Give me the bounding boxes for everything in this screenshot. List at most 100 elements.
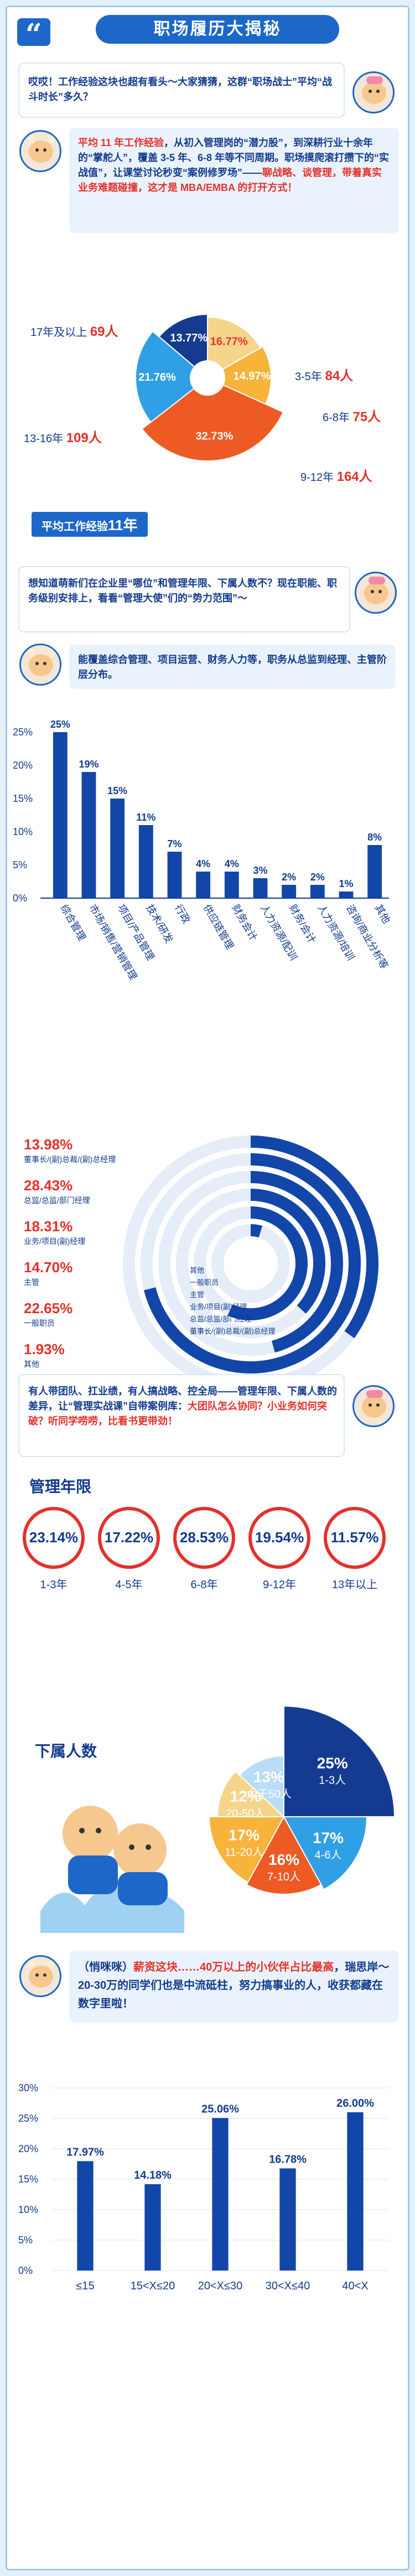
bar-value-label: 2% (310, 872, 325, 883)
exp-slice-pct-label: 32.73% (196, 430, 234, 442)
ring-arc (250, 1189, 325, 1314)
salary-bar (212, 2118, 229, 2271)
ring-arc (250, 1171, 343, 1353)
years-circle: 23.14% (23, 1507, 85, 1569)
sub-slice-pct: 17% (229, 1827, 260, 1844)
category-label: 综合管理 (58, 903, 87, 942)
years-circle: 19.54% (248, 1507, 310, 1569)
exp-slice (135, 330, 209, 423)
label-9-12: 9-12年 164人 (300, 469, 372, 484)
label-3-5: 3-5年 84人 (295, 369, 354, 383)
bar (81, 772, 96, 898)
salary-value-label: 25.06% (201, 2103, 239, 2115)
level-name: 其他 (24, 1360, 39, 1369)
sub-slice (216, 1770, 286, 1817)
bar (367, 845, 382, 898)
bar (196, 872, 211, 898)
ring-category-label: 主管 (190, 1290, 205, 1299)
header: “ 职场履历大揭秘 (7, 7, 408, 58)
sub-slice-label: 7-10人 (267, 1870, 300, 1883)
bar (53, 732, 68, 898)
level-name: 董事长/(副)总裁/(副)总经理 (24, 1155, 116, 1164)
y-tick-label: 30% (18, 2082, 38, 2093)
ring-category-label: 一般职员 (190, 1278, 219, 1287)
y-tick-label: 20% (13, 760, 33, 771)
years-pct: 17.22% (104, 1529, 154, 1546)
salary-bar (77, 2161, 94, 2271)
bar-value-label: 7% (167, 838, 181, 849)
y-tick-label: 20% (18, 2143, 38, 2154)
experience-donut-chart: 13.77% 16.77% 14.97% 32.73% 21.76% (135, 313, 284, 462)
ring-category-label: 其他 (190, 1266, 205, 1274)
avatar-girl-2 (355, 572, 397, 614)
subordinates-title: 下属人数 (35, 1743, 97, 1760)
y-tick-label: 5% (18, 2235, 33, 2246)
years-pct: 11.57% (330, 1529, 379, 1546)
avatar-boy (19, 130, 61, 172)
sub-slice-pct: 16% (268, 1851, 299, 1868)
category-label: 行政 (173, 903, 192, 925)
answer-text: 平均 11 年工作经验，从初入管理岗的“潜力股”，到深耕行业十余年的“掌舵人”，… (78, 137, 390, 193)
page-title: 职场履历大揭秘 (96, 15, 339, 44)
salary-category-label: 20<X≤30 (198, 2280, 243, 2292)
question-bubble-roles: 想知道萌新们在企业里“哪位”和管理年限、下属人数不？现在职能、职务级别安排上，看… (18, 566, 350, 633)
exp-slice (158, 313, 208, 380)
y-tick-label: 25% (13, 727, 33, 738)
ring-arc (227, 1206, 308, 1320)
level-pct: 22.65% (24, 1300, 73, 1316)
salary-value-label: 16.78% (269, 2153, 307, 2165)
category-label: 财务/会计 (287, 903, 318, 945)
level-pct: 13.98% (24, 1136, 73, 1153)
salary-value-label: 14.18% (134, 2169, 172, 2181)
level-name: 业务/项目(副)经理 (24, 1237, 86, 1246)
salary-bar (347, 2112, 364, 2271)
question-bubble-management: 有人带团队、扛业绩，有人搞战略、控全局——管理年限、下属人数的差异，让“管理实战… (18, 1374, 345, 1457)
bar (282, 885, 297, 898)
ring-arc (250, 1136, 378, 1339)
salary-category-label: ≤15 (76, 2280, 94, 2292)
cartoon-cows-illustration (40, 1806, 184, 1933)
years-circle: 11.57% (324, 1507, 386, 1569)
salary-category-label: 40<X (342, 2280, 368, 2292)
job-level-ring-chart (123, 1136, 378, 1374)
quote-mark-icon: “ (17, 18, 50, 51)
sub-slice-label: 20-50人 (226, 1807, 265, 1820)
bar-value-label: 4% (196, 858, 210, 869)
exp-slice-pct-label: 16.77% (210, 335, 248, 348)
salary-text: （悄咪咪）薪资这块……40万以上的小伙伴占比最高，瑞思岸～20-30万的同学们也… (78, 1961, 390, 2010)
answer-bubble-roles: 能覆盖综合管理、项目运营、财务人力等，职务从总监到经理、主管阶层分布。 (69, 645, 396, 689)
label-6-8: 6-8年 75人 (323, 410, 381, 424)
level-pct: 14.70% (24, 1259, 73, 1276)
years-circle: 17.22% (98, 1507, 160, 1569)
function-bar-chart: 0%5%10%15%20%25%25%综合管理19%市场/销售/营销管理15%项… (13, 719, 392, 982)
bar-value-label: 25% (50, 719, 70, 730)
sub-slice (238, 1755, 284, 1818)
ring-arc (144, 1153, 361, 1373)
sub-slice-pct: 13% (253, 1768, 284, 1785)
answer-bubble-experience: 平均 11 年工作经验，从初入管理岗的“潜力股”，到深耕行业十余年的“掌舵人”，… (69, 128, 399, 233)
bar-value-label: 19% (79, 759, 98, 770)
question-text: 哎哎！工作经验这块也超有看头～大家猜猜，这群“职场战士”平均“战斗时长”多久？ (28, 76, 332, 102)
y-tick-label: 15% (13, 793, 33, 804)
bar-value-label: 11% (136, 812, 155, 823)
salary-bar-chart: 0% 5% 10% 15% 20% 25% 30% 17.97% ≤15 14.18% 15<X≤2… (18, 2082, 389, 2292)
management-text: 有人带团队、扛业绩，有人搞战略、控全局——管理年限、下属人数的差异，让“管理实战… (28, 1386, 337, 1427)
years-label: 9-12年 (262, 1579, 297, 1591)
sub-slice-pct: 17% (313, 1829, 344, 1846)
salary-bar (144, 2184, 161, 2271)
sub-slice-label: 大于50人 (246, 1787, 292, 1800)
years-pct: 28.53% (179, 1529, 229, 1546)
sub-slice (246, 1815, 322, 1895)
salary-value-label: 17.97% (66, 2146, 104, 2158)
salary-value-label: 26.00% (336, 2097, 374, 2109)
donut-hole (190, 360, 225, 396)
avatar-girl-3 (352, 1385, 395, 1427)
category-label: 技术/研发 (144, 903, 175, 945)
exp-slice-pct-label: 13.77% (170, 332, 208, 344)
ring-arc (250, 1224, 263, 1238)
level-name: 总监/总监/部门经理 (24, 1196, 90, 1205)
avatar-boy-3 (19, 1955, 61, 1997)
bar (138, 825, 153, 898)
label-17plus: 17年及以上 69人 (30, 324, 118, 339)
level-pct: 28.43% (24, 1177, 73, 1194)
